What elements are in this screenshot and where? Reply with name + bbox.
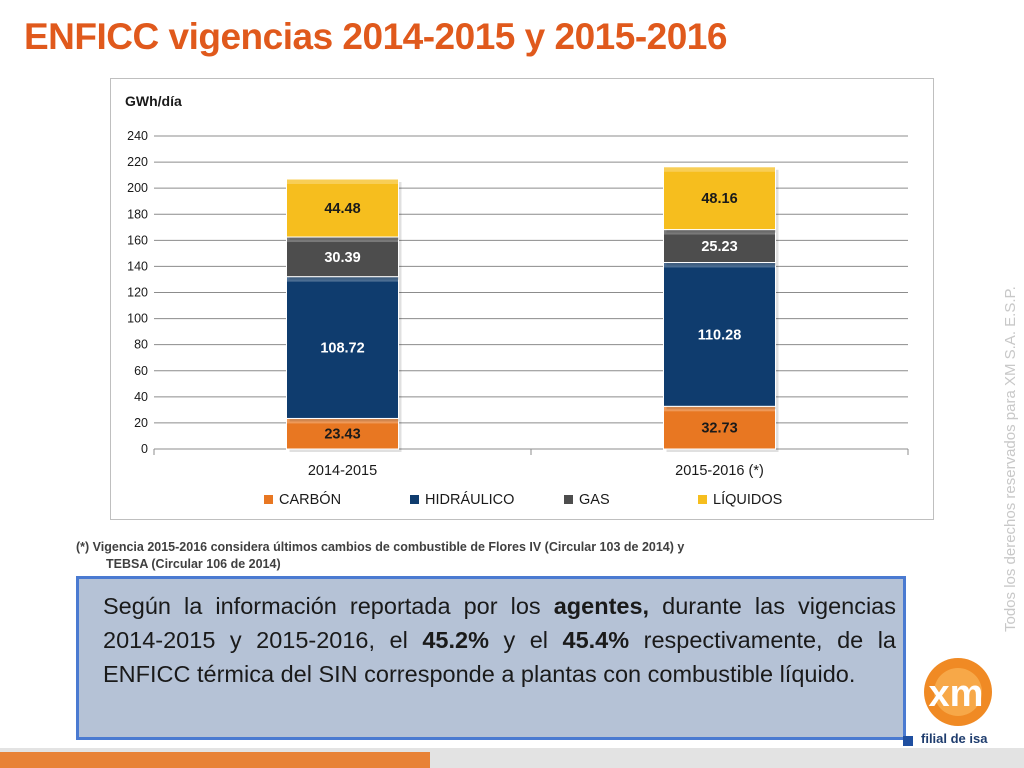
y-tick-label: 200: [127, 181, 148, 195]
x-tick-label: 2015-2016 (*): [675, 463, 764, 479]
data-label: 108.72: [320, 341, 364, 357]
y-tick-label: 20: [134, 416, 148, 430]
bar-highlight: [286, 276, 399, 282]
footnote-line-1: (*) Vigencia 2015-2016 considera últimos…: [76, 540, 685, 554]
legend-swatch: [564, 495, 573, 504]
bottom-bar: [0, 748, 1024, 768]
data-label: 110.28: [698, 327, 742, 343]
info-text-part-2: durante las vigencias 2014-2015 y 2015-2…: [103, 593, 896, 653]
chart-frame: [110, 78, 934, 520]
info-text-part-3: y el: [488, 627, 563, 653]
legend-label: GAS: [579, 492, 610, 508]
y-tick-label: 60: [134, 364, 148, 378]
x-tick-label: 2014-2015: [308, 463, 377, 479]
y-tick-label: 180: [127, 207, 148, 221]
legend-swatch: [410, 495, 419, 504]
y-tick-label: 100: [127, 312, 148, 326]
xm-logo-text: xm: [929, 673, 984, 715]
bar-highlight: [286, 179, 399, 185]
info-box: [76, 576, 906, 740]
stacked-bar-chart: GWh/día 0 20 40 60 80 100 120 140 160 180 200 220 240…: [125, 93, 909, 508]
legend-swatch: [264, 495, 273, 504]
bar-highlight: [663, 229, 776, 235]
info-bold-agentes: agentes,: [553, 593, 650, 619]
info-text-part-1: Según la información reportada por los: [103, 593, 554, 619]
logo-subtitle: filial de isa: [921, 731, 988, 746]
y-tick-label: 120: [127, 286, 148, 300]
data-label: 48.16: [701, 191, 737, 207]
legend-label: HIDRÁULICO: [425, 491, 514, 508]
bar-highlight: [286, 418, 399, 424]
bar-highlight: [663, 262, 776, 268]
data-label: 32.73: [701, 421, 737, 437]
bar-segment-3-1: [663, 166, 776, 231]
data-label: 44.48: [324, 201, 360, 217]
legend-label: LÍQUIDOS: [713, 491, 782, 508]
info-bold-pct-1: 45.2%: [422, 627, 489, 653]
data-label: 25.23: [701, 239, 737, 255]
legend-label: CARBÓN: [279, 491, 341, 508]
xm-logo-icon: xm: [924, 658, 992, 726]
info-bold-pct-2: 45.4%: [562, 627, 630, 653]
y-axis-label: GWh/día: [125, 93, 182, 109]
info-text: Según la información reportada por los a…: [103, 589, 896, 691]
bar-highlight: [286, 237, 399, 243]
info-text-part-4: respectivamente, de la ENFICC térmica de…: [103, 627, 897, 687]
y-tick-label: 140: [127, 259, 148, 273]
bar-segment-0-0: [286, 417, 399, 450]
bar-segment-2-0: [286, 236, 399, 278]
bar-segment-0-1: [663, 405, 776, 450]
copyright-note: Todos los derechos reservados para XM S.…: [1002, 286, 1019, 632]
logo-mark: [903, 736, 913, 746]
y-tick-label: 0: [141, 442, 148, 456]
bar-segment-2-1: [663, 229, 776, 263]
y-tick-label: 80: [134, 338, 148, 352]
data-label: 23.43: [324, 427, 360, 443]
bottom-bar-accent: [0, 752, 430, 768]
data-label: 30.39: [324, 250, 360, 266]
chart-footnote: (*) Vigencia 2015-2016 considera últimos…: [76, 539, 836, 573]
bar-highlight: [663, 166, 776, 172]
legend-swatch: [698, 495, 707, 504]
page-title: ENFICC vigencias 2014-2015 y 2015-2016: [24, 16, 727, 57]
y-tick-label: 40: [134, 390, 148, 404]
bar-segment-3-0: [286, 178, 399, 238]
bar-segment-1-0: [286, 276, 399, 419]
y-tick-label: 160: [127, 233, 148, 247]
y-tick-label: 220: [127, 155, 148, 169]
footnote-line-2: TEBSA (Circular 106 de 2014): [106, 557, 281, 571]
y-tick-label: 240: [127, 129, 148, 143]
bar-highlight: [663, 406, 776, 412]
bar-segment-1-1: [663, 261, 776, 407]
